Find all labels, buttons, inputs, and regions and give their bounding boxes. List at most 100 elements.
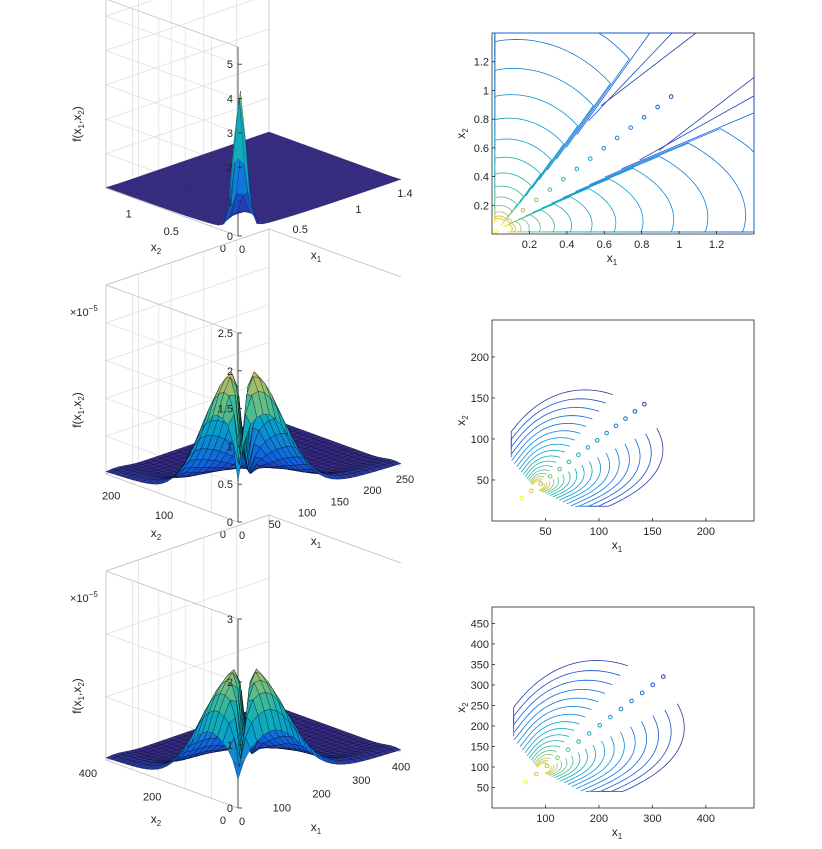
contour-line	[513, 214, 541, 233]
contour-line	[510, 389, 613, 447]
ridge-point	[661, 674, 666, 679]
x-tick-label: 0.8	[634, 239, 649, 251]
contour-line	[579, 438, 641, 507]
z-axis-label: f(x1,x2)	[70, 106, 86, 142]
plot-frame	[491, 606, 755, 809]
box-edge	[107, 0, 239, 48]
gridline	[104, 0, 255, 99]
contour-line	[596, 709, 672, 792]
ridge-point	[547, 474, 553, 479]
contour-line	[544, 765, 552, 774]
contour-line	[554, 755, 574, 779]
ridge-point	[576, 452, 581, 458]
x2-tick-label: 0	[220, 815, 226, 827]
box-edge	[105, 570, 239, 620]
svg-text:x2: x2	[151, 526, 162, 542]
x-tick-label: 50	[539, 526, 551, 538]
x1-tick-label: 0.5	[293, 224, 308, 236]
contour-line	[555, 464, 585, 499]
svg-text:x1: x1	[612, 825, 623, 841]
ridge-point	[565, 747, 571, 752]
contour-line	[560, 748, 588, 782]
ridge-point	[557, 466, 562, 472]
contour-line	[539, 482, 548, 492]
y-tick-label: 100	[471, 762, 489, 774]
x1-axis-label: x1	[612, 538, 623, 554]
x2-tick-label: 1	[126, 209, 132, 221]
contour-line	[529, 473, 547, 483]
contour-line	[494, 172, 532, 209]
contour-line	[530, 476, 545, 484]
contour-line	[533, 754, 554, 765]
contour-line	[562, 457, 601, 503]
contour-line	[494, 185, 524, 214]
ridge-point	[632, 409, 638, 414]
box-edge	[105, 284, 239, 334]
contour-line	[511, 422, 587, 461]
x1-tick-label: 0	[239, 816, 245, 828]
z-exponent: ×10−5	[70, 304, 98, 319]
contour-line	[545, 764, 555, 775]
x1-axis-label: x1	[311, 820, 322, 836]
x-tick-label: 0.6	[597, 239, 612, 251]
contour-line	[576, 731, 625, 790]
contour-line	[590, 715, 659, 792]
ridge-point	[618, 706, 624, 712]
y-tick-label: 50	[477, 782, 489, 794]
z-tick-label: 1	[227, 197, 233, 209]
ridge-point	[555, 755, 560, 761]
z-tick-label: 0	[227, 517, 233, 529]
z-axis-label: f(x1,x2)	[70, 392, 86, 428]
surface-panel-2: 0 0.5 1 1.5 2 2.5 ×10−5 0 50 100 150 200 250 0 100 200 x…	[70, 228, 414, 550]
contour-line	[513, 430, 581, 464]
contour-line	[519, 713, 586, 748]
contour-line	[494, 211, 509, 224]
y-tick-label: 200	[471, 721, 489, 733]
box-edge	[105, 473, 239, 523]
contour-line	[541, 480, 551, 492]
ridge-point	[613, 423, 619, 429]
contour-lines	[513, 660, 685, 792]
x-tick-label: 400	[697, 813, 715, 825]
ridge-point	[597, 723, 603, 728]
contour-line	[536, 760, 549, 767]
surface-panel-1: 0 1 2 3 4 5 0 0.5 1 1.4 0 0.5 1 x1 x2 f(x1,x2)	[70, 0, 413, 264]
box-edge	[105, 228, 270, 286]
x-tick-label: 200	[590, 813, 608, 825]
contour-line	[532, 480, 541, 486]
contour-line	[580, 726, 636, 792]
contour-line	[518, 443, 570, 470]
x-tick-label: 0.2	[522, 239, 537, 251]
contour-line	[601, 703, 685, 792]
contour-line	[494, 156, 542, 204]
contour-line	[547, 474, 565, 495]
contour-line	[549, 471, 571, 496]
ridge-point	[574, 166, 580, 172]
z-tick-label: 2.5	[218, 328, 233, 340]
plot-frame	[491, 319, 755, 522]
contour-line	[571, 736, 615, 788]
ridge-point	[538, 481, 544, 486]
contour-line	[522, 455, 561, 475]
ridge-point	[585, 445, 591, 450]
x2-tick-label: 400	[79, 768, 97, 780]
x2-axis-label: x2	[454, 415, 470, 426]
x1-tick-label: 150	[331, 496, 349, 508]
contour-line	[510, 406, 600, 454]
ridge-point	[520, 208, 526, 213]
x1-axis-label: x1	[607, 251, 618, 267]
contour-line	[563, 744, 597, 784]
x1-tick-label: 200	[312, 789, 330, 801]
contour-line	[537, 762, 547, 769]
contour-line	[522, 721, 580, 751]
contour-line	[516, 706, 592, 744]
z-tick-label: 2	[227, 677, 233, 689]
gridline	[104, 304, 270, 409]
ridge-point	[650, 682, 656, 687]
svg-text:f(x1,x2): f(x1,x2)	[70, 678, 86, 714]
contour-line	[513, 697, 599, 741]
contour-line	[535, 757, 551, 766]
ridge-point	[655, 104, 660, 110]
ridge-point	[561, 176, 566, 182]
contour-line	[531, 480, 541, 486]
